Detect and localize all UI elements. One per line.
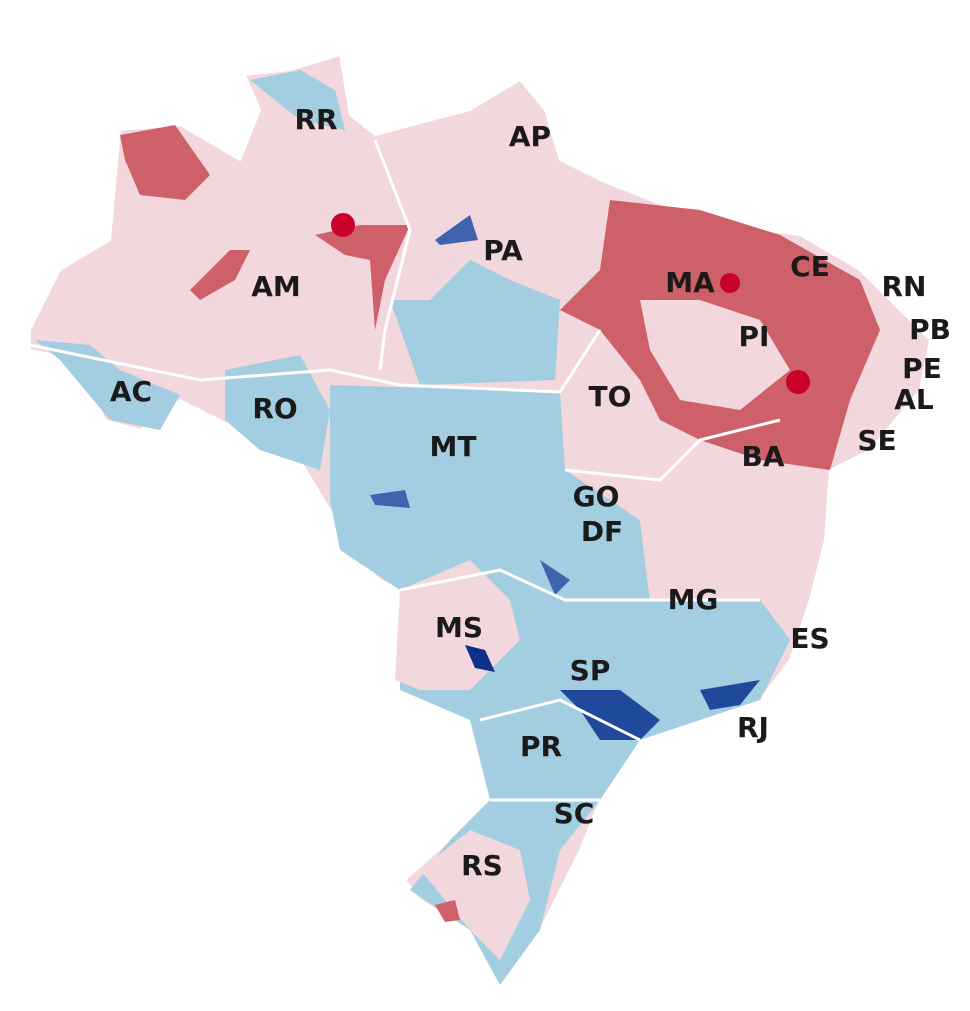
state-label: SE	[857, 424, 896, 457]
state-border	[373, 139, 412, 371]
state-label: ES	[790, 622, 829, 655]
blue-area	[370, 490, 410, 508]
red-area	[331, 213, 355, 237]
blue-area	[465, 645, 495, 672]
red-area	[190, 250, 250, 300]
blue-area	[560, 690, 660, 740]
state-label: PB	[909, 313, 951, 346]
state-label: RO	[252, 392, 297, 425]
blue-region	[330, 385, 790, 985]
blue-area	[435, 215, 478, 245]
country-shape	[29, 53, 932, 987]
state-label: DF	[581, 515, 623, 548]
state-label: MG	[668, 583, 719, 616]
state-label: TO	[589, 380, 632, 413]
pink-region	[395, 560, 520, 690]
state-border	[564, 418, 781, 482]
blue-region	[225, 355, 330, 470]
state-label: RJ	[737, 711, 769, 744]
blue-region	[390, 260, 560, 385]
blue-area	[700, 680, 760, 710]
state-label: PI	[739, 320, 770, 353]
red-area	[786, 370, 810, 394]
pink-region	[640, 300, 790, 410]
red-area	[120, 125, 210, 200]
state-label: PA	[483, 234, 523, 267]
state-label: MT	[430, 430, 477, 463]
state-label: RN	[882, 270, 927, 303]
state-label: AC	[110, 375, 152, 408]
red-area	[720, 273, 740, 293]
blue-region	[250, 70, 345, 130]
state-label: AL	[894, 383, 934, 416]
state-label: RR	[294, 103, 337, 136]
state-border	[399, 568, 760, 602]
red-area	[435, 900, 460, 922]
state-label: AP	[509, 120, 551, 153]
state-border	[479, 698, 641, 742]
state-label: MA	[665, 266, 715, 299]
blue-region	[35, 340, 180, 430]
state-label: PR	[520, 730, 562, 763]
state-label: CE	[790, 250, 830, 283]
pink-region	[640, 480, 815, 600]
state-label: GO	[573, 480, 620, 513]
state-label: AM	[251, 270, 301, 303]
state-label: MS	[435, 611, 483, 644]
state-labels: RR AP PA AM MA CE RN PB PI PE AL AC RO T…	[110, 103, 951, 882]
state-label: SC	[554, 797, 595, 830]
blue-area	[540, 560, 570, 595]
state-label: RS	[461, 849, 503, 882]
pink-region	[420, 830, 530, 960]
state-border	[29, 329, 602, 394]
state-label: BA	[741, 440, 784, 473]
state-label: PE	[902, 352, 942, 385]
state-label: SP	[570, 654, 611, 687]
red-area	[315, 225, 410, 330]
